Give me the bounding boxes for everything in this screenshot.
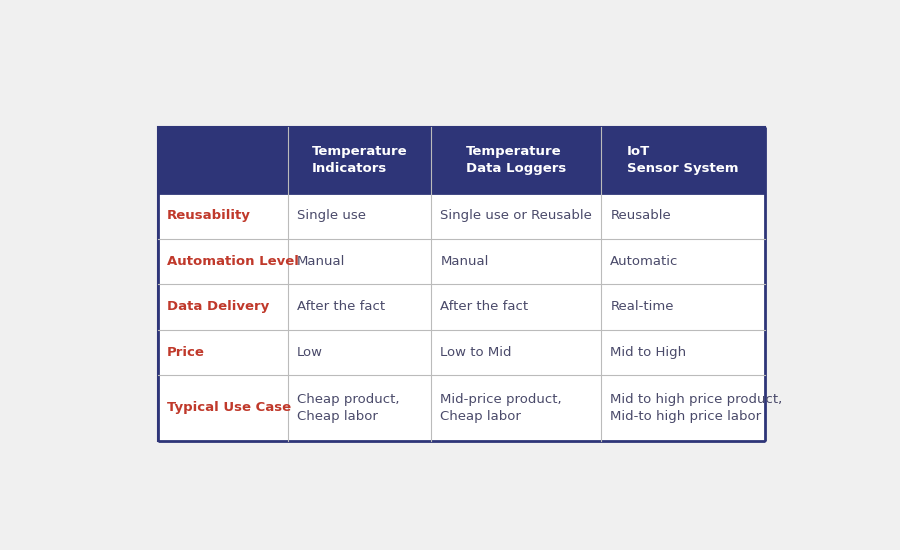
Text: Mid to high price product,
Mid-to high price labor: Mid to high price product, Mid-to high p… [610,393,783,423]
Text: Mid to High: Mid to High [610,346,687,359]
Text: Manual: Manual [297,255,346,268]
Bar [288,193,431,239]
Text: Cheap product,
Cheap labor: Cheap product, Cheap labor [297,393,400,423]
Bar [288,284,431,329]
Text: Typical Use Case: Typical Use Case [166,402,291,415]
Text: Temperature
Indicators: Temperature Indicators [311,145,408,175]
Text: Automatic: Automatic [610,255,679,268]
Bar [158,193,288,239]
Bar [158,375,288,441]
Text: IoT
Sensor System: IoT Sensor System [627,145,739,175]
Text: Automation Level: Automation Level [166,255,299,268]
Text: Data Delivery: Data Delivery [166,300,269,313]
Bar [288,239,431,284]
Text: Low to Mid: Low to Mid [440,346,512,359]
Bar [601,375,765,441]
Bar [158,128,288,193]
Text: Real-time: Real-time [610,300,674,313]
Text: After the fact: After the fact [297,300,385,313]
Bar [288,375,431,441]
Bar [158,128,765,441]
Bar [158,239,288,284]
Bar [601,193,765,239]
Bar [601,128,765,193]
Bar [601,284,765,329]
Text: Mid-price product,
Cheap labor: Mid-price product, Cheap labor [440,393,562,423]
Bar [288,329,431,375]
Text: Price: Price [166,346,205,359]
Bar [431,329,601,375]
Bar [601,329,765,375]
Text: Manual: Manual [440,255,489,268]
Text: Single use: Single use [297,210,366,222]
Text: Reusability: Reusability [166,210,251,222]
Text: Reusable: Reusable [610,210,671,222]
Bar [431,128,601,193]
Text: Temperature
Data Loggers: Temperature Data Loggers [466,145,566,175]
Text: After the fact: After the fact [440,300,528,313]
Bar [288,128,431,193]
Text: Single use or Reusable: Single use or Reusable [440,210,592,222]
Bar [601,239,765,284]
Bar [431,193,601,239]
Bar [158,329,288,375]
Bar [431,239,601,284]
Bar [431,375,601,441]
Bar [158,284,288,329]
Text: Low: Low [297,346,323,359]
Bar [431,284,601,329]
